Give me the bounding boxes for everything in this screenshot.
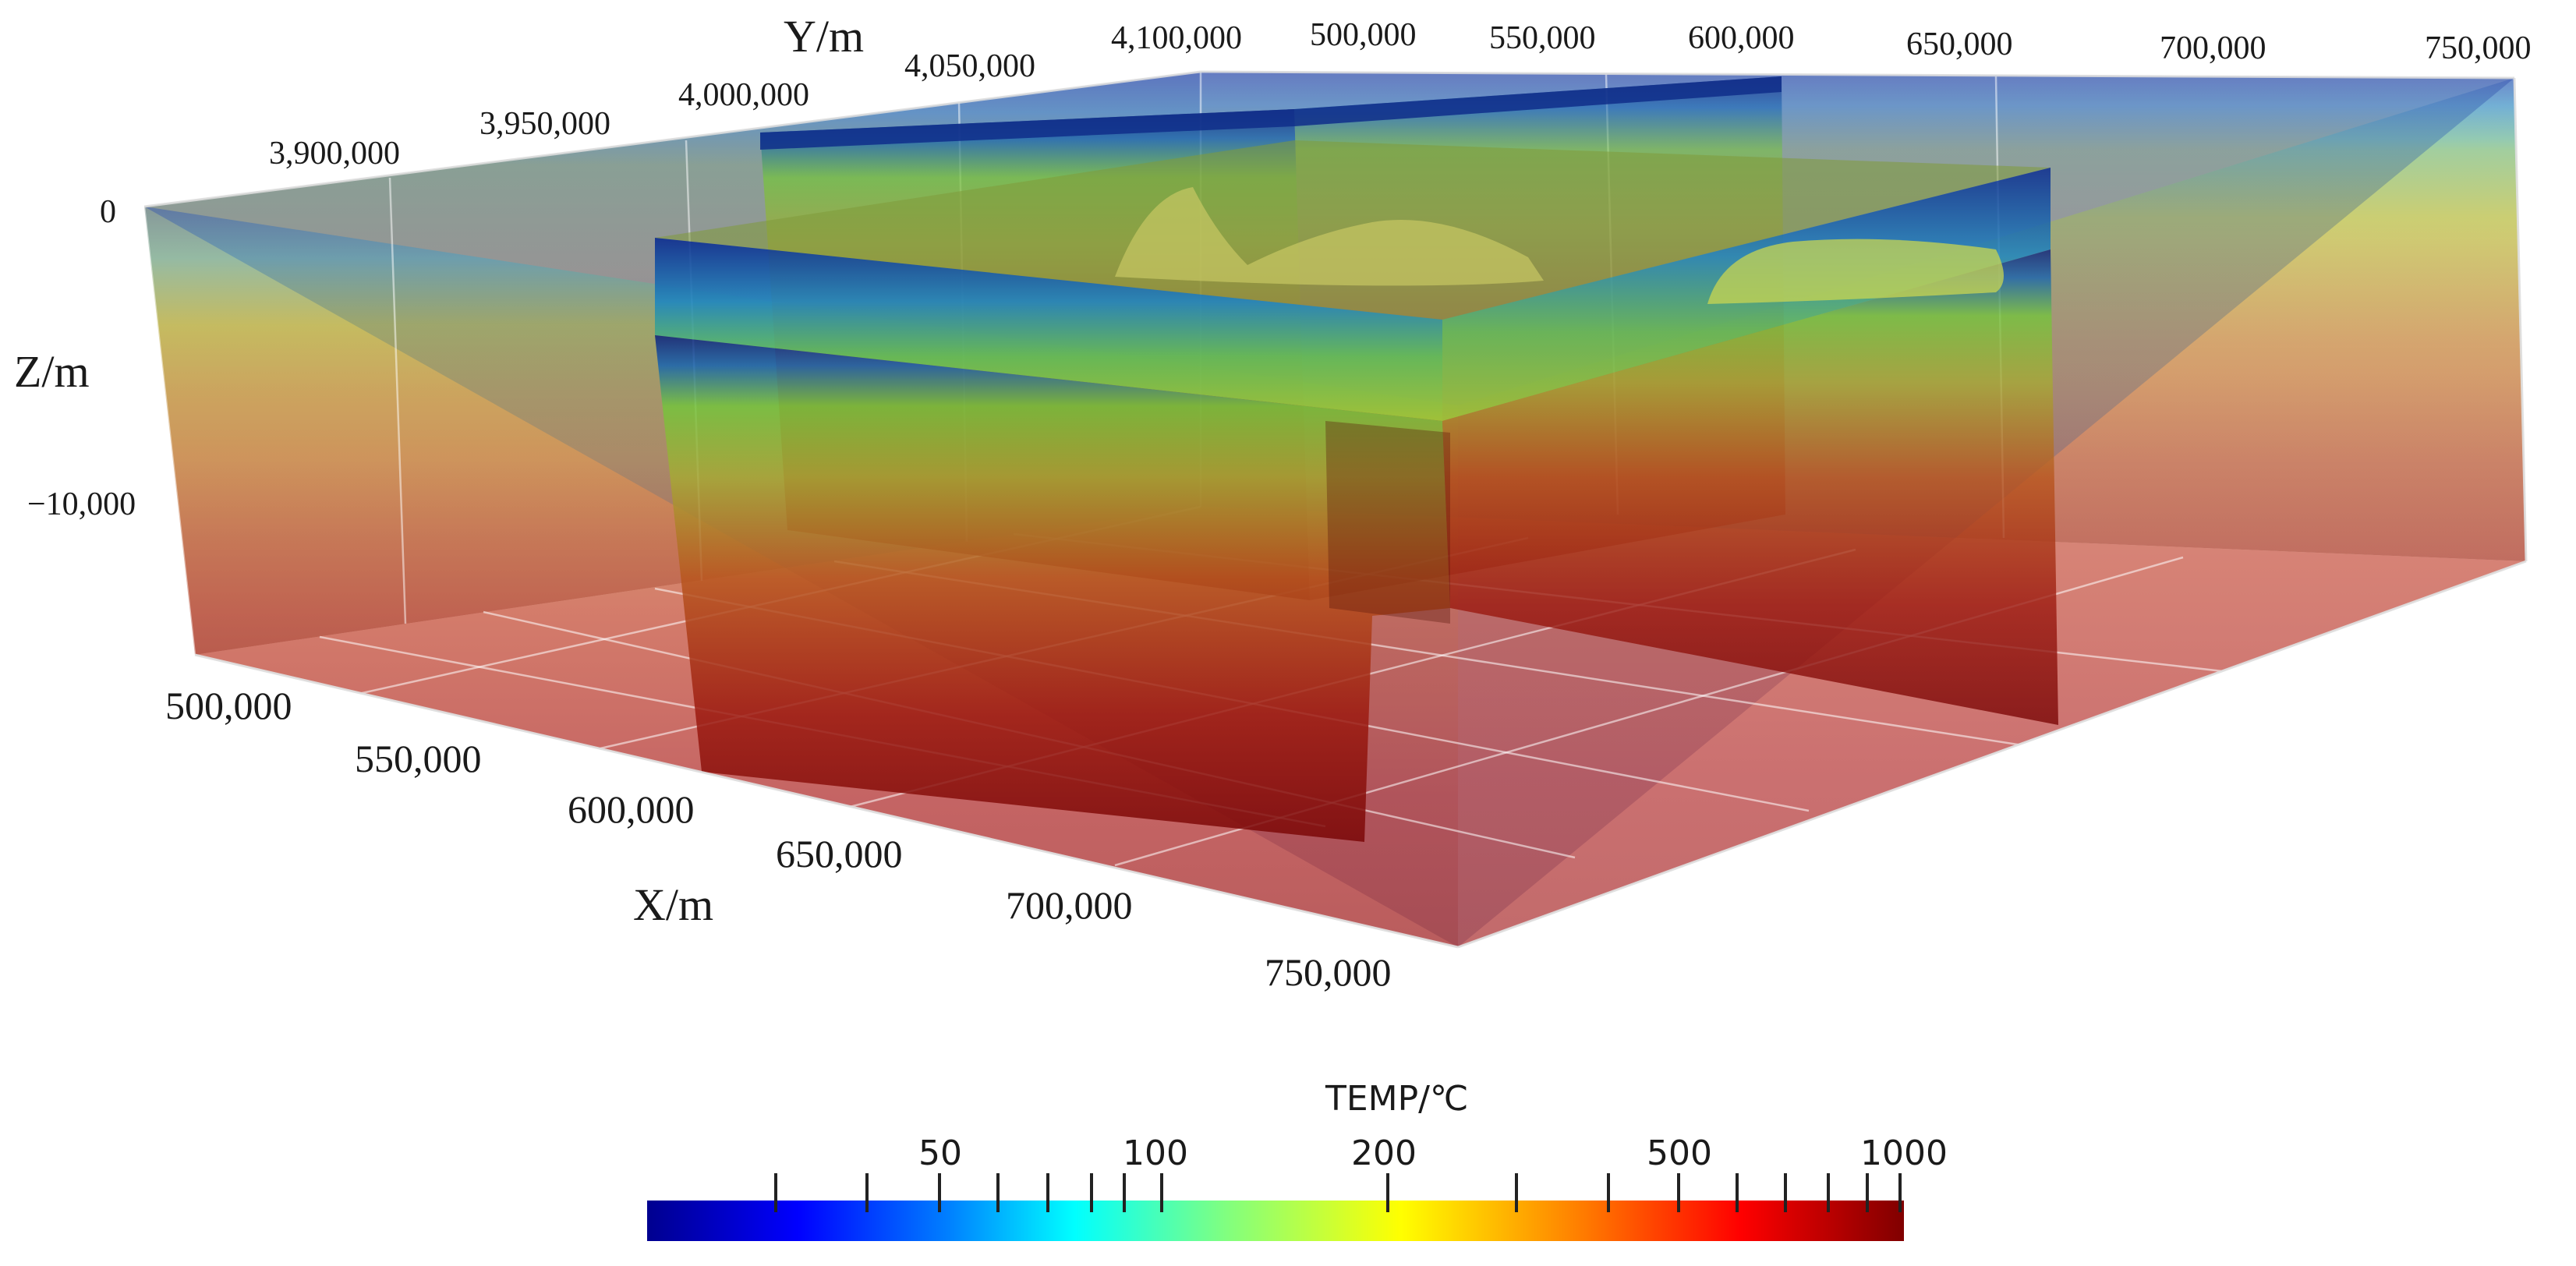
x-axis-front: 500,000 550,000 600,000 650,000 700,000 … <box>165 684 1392 994</box>
colorbar-label-200: 200 <box>1351 1133 1417 1173</box>
colorbar-title: TEMP/℃ <box>1325 1079 1468 1119</box>
y-tick-3900000: 3,900,000 <box>269 136 400 172</box>
x-back-tick-500000: 500,000 <box>1310 17 1417 53</box>
x-axis-title: X/m <box>633 879 713 930</box>
y-axis: Y/m 3,900,000 3,950,000 4,000,000 4,050,… <box>269 11 1242 172</box>
colorbar-ticks <box>774 1173 1902 1212</box>
colorbar-label-100: 100 <box>1123 1133 1188 1173</box>
y-tick-4000000: 4,000,000 <box>678 77 809 113</box>
colorbar-gradient <box>647 1201 1904 1241</box>
colorbar-label-50: 50 <box>918 1133 962 1173</box>
slice-sections <box>655 76 2058 842</box>
x-front-tick-550000: 550,000 <box>355 737 482 780</box>
y-tick-4050000: 4,050,000 <box>904 48 1035 84</box>
z-tick-0: 0 <box>100 194 116 230</box>
z-axis-title: Z/m <box>14 346 90 397</box>
x-front-tick-500000: 500,000 <box>165 684 292 727</box>
x-front-tick-600000: 600,000 <box>568 787 695 831</box>
y-tick-4100000: 4,100,000 <box>1111 20 1242 56</box>
x-back-tick-700000: 700,000 <box>2160 30 2266 66</box>
z-tick-minus-10000: −10,000 <box>27 486 136 522</box>
colorbar-label-500: 500 <box>1647 1133 1712 1173</box>
colorbar-label-1000: 1000 <box>1860 1133 1948 1173</box>
y-axis-title: Y/m <box>784 11 864 62</box>
x-front-tick-650000: 650,000 <box>776 832 903 875</box>
z-axis: Z/m 0 −10,000 <box>14 194 136 522</box>
x-front-tick-700000: 700,000 <box>1006 883 1133 927</box>
x-back-tick-650000: 650,000 <box>1906 27 2013 62</box>
y-tick-3950000: 3,950,000 <box>479 106 610 142</box>
x-front-tick-750000: 750,000 <box>1265 950 1392 994</box>
box-edges <box>143 70 2528 949</box>
x-back-tick-550000: 550,000 <box>1489 20 1596 56</box>
colorbar: TEMP/℃ 50 100 200 500 1000 <box>647 1079 1948 1241</box>
x-back-tick-600000: 600,000 <box>1688 20 1795 56</box>
x-back-tick-750000: 750,000 <box>2425 30 2532 66</box>
x-axis-back: 500,000 550,000 600,000 650,000 700,000 … <box>1310 17 2532 66</box>
